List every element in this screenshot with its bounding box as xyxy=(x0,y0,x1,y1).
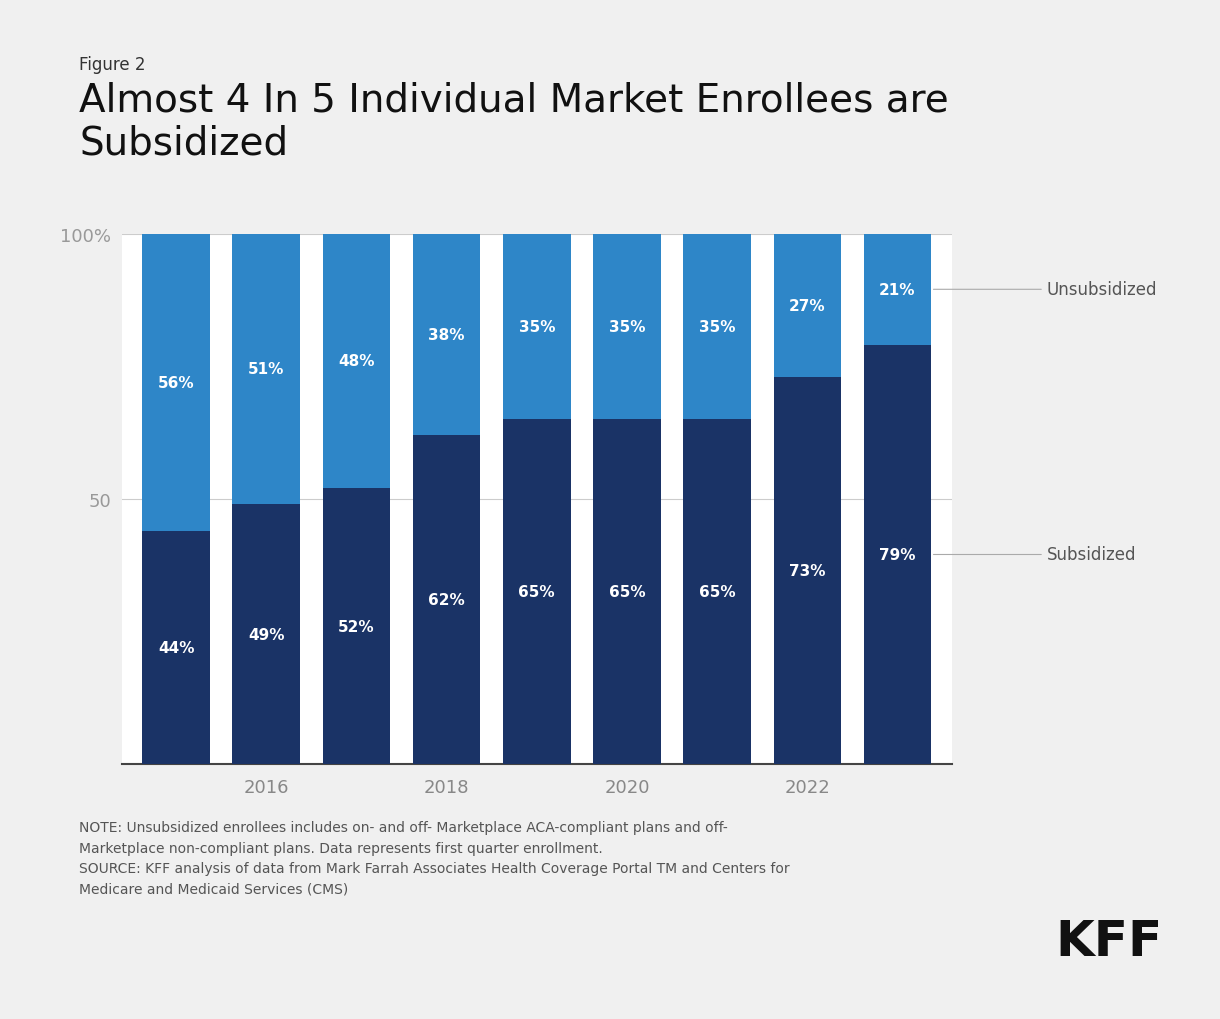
Bar xyxy=(503,420,571,764)
Bar xyxy=(143,234,210,531)
Bar xyxy=(412,234,481,436)
Text: 56%: 56% xyxy=(157,375,194,390)
Text: 35%: 35% xyxy=(518,320,555,334)
Text: 65%: 65% xyxy=(609,585,645,599)
Bar xyxy=(233,504,300,764)
Bar xyxy=(593,234,661,420)
Text: 79%: 79% xyxy=(880,547,916,562)
Bar xyxy=(773,377,841,764)
Bar xyxy=(683,420,752,764)
Bar xyxy=(322,234,390,489)
Text: 52%: 52% xyxy=(338,619,375,634)
Bar xyxy=(503,234,571,420)
Bar xyxy=(143,531,210,764)
Text: Figure 2: Figure 2 xyxy=(79,56,146,74)
Text: KFF: KFF xyxy=(1055,917,1163,965)
Bar xyxy=(864,234,931,345)
Bar xyxy=(864,345,931,764)
Text: 62%: 62% xyxy=(428,592,465,607)
Text: Almost 4 In 5 Individual Market Enrollees are
Subsidized: Almost 4 In 5 Individual Market Enrollee… xyxy=(79,82,949,162)
Bar xyxy=(322,489,390,764)
Text: 65%: 65% xyxy=(518,585,555,599)
Text: Unsubsidized: Unsubsidized xyxy=(933,281,1158,299)
Text: 49%: 49% xyxy=(248,627,284,642)
Text: 65%: 65% xyxy=(699,585,736,599)
Text: 27%: 27% xyxy=(789,299,826,314)
Text: 48%: 48% xyxy=(338,354,375,369)
Text: 73%: 73% xyxy=(789,564,826,579)
Text: 35%: 35% xyxy=(699,320,736,334)
Bar xyxy=(233,234,300,504)
Text: 35%: 35% xyxy=(609,320,645,334)
Bar xyxy=(683,234,752,420)
Text: 44%: 44% xyxy=(157,640,194,655)
Text: 38%: 38% xyxy=(428,327,465,342)
Bar xyxy=(593,420,661,764)
Text: NOTE: Unsubsidized enrollees includes on- and off- Marketplace ACA-compliant pla: NOTE: Unsubsidized enrollees includes on… xyxy=(79,820,789,896)
Text: 51%: 51% xyxy=(248,362,284,377)
Bar xyxy=(773,234,841,377)
Bar xyxy=(412,436,481,764)
Text: 21%: 21% xyxy=(880,282,916,298)
Text: Subsidized: Subsidized xyxy=(933,546,1136,564)
